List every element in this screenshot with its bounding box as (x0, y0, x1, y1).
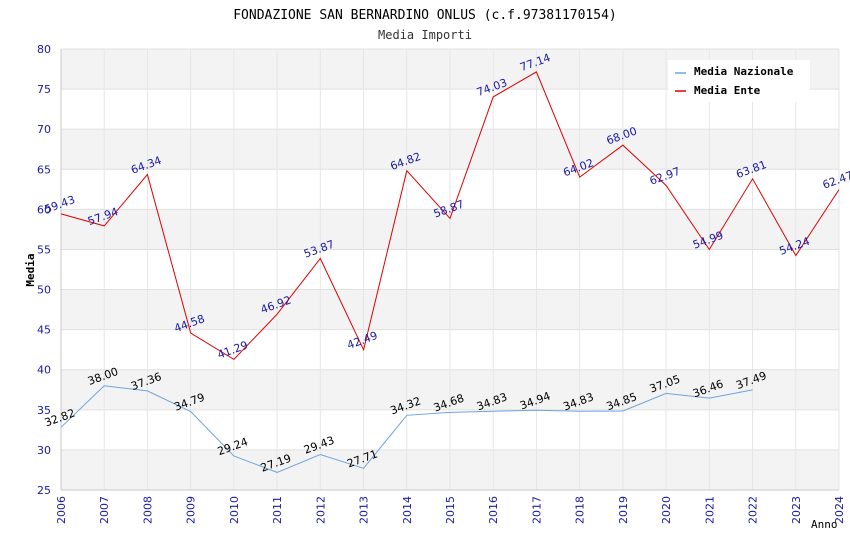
x-tick-label: 2011 (271, 496, 284, 524)
y-tick-label: 30 (37, 444, 51, 457)
x-tick-label: 2012 (314, 496, 327, 524)
series-line-media-nazionale (60, 385, 753, 473)
y-tick-label: 75 (37, 83, 51, 96)
legend: Media Nazionale Media Ente (668, 60, 810, 102)
y-tick-label: 35 (37, 404, 51, 417)
x-tick-label: 2010 (228, 496, 241, 524)
x-tick-label: 2006 (55, 496, 68, 524)
x-tick-label: 2021 (703, 496, 716, 524)
x-tick-label: 2024 (833, 496, 846, 524)
x-tick-label: 2015 (444, 496, 457, 524)
x-tick-label: 2020 (660, 496, 673, 524)
y-tick-label: 55 (37, 243, 51, 256)
x-tick-label: 2022 (747, 496, 760, 524)
x-tick-label: 2023 (790, 496, 803, 524)
x-axis-label: Anno (811, 518, 838, 531)
series-layer (60, 71, 840, 473)
legend-label-media-nazionale: Media Nazionale (694, 65, 794, 78)
x-tick-label: 2013 (358, 496, 371, 524)
y-axis-label: Media (24, 253, 37, 286)
x-tick-label: 2009 (185, 496, 198, 524)
x-tick-label: 2018 (574, 496, 587, 524)
x-tick-label: 2007 (98, 496, 111, 524)
x-tick-labels: 2006 2007 2008 2009 2010 2011 2012 2013 2014 2015… (55, 496, 846, 524)
x-tick-label: 2008 (141, 496, 154, 524)
y-tick-label: 50 (37, 284, 51, 297)
x-tick-label: 2016 (487, 496, 500, 524)
y-tick-label: 80 (37, 43, 51, 56)
y-tick-label: 25 (37, 484, 51, 497)
y-tick-label: 70 (37, 123, 51, 136)
x-tick-label: 2019 (617, 496, 630, 524)
legend-label-media-ente: Media Ente (694, 84, 761, 97)
axes (60, 49, 839, 491)
y-tick-label: 45 (37, 324, 51, 337)
x-tick-label: 2017 (530, 496, 543, 524)
legend-background (668, 60, 810, 102)
series-line-media-ente (60, 71, 840, 361)
chart-subtitle: Media Importi (378, 28, 472, 42)
y-tick-label: 65 (37, 163, 51, 176)
y-tick-label: 60 (37, 203, 51, 216)
y-tick-label: 40 (37, 364, 51, 377)
x-tick-label: 2014 (401, 496, 414, 524)
y-tick-labels: 25 30 35 40 45 50 55 60 65 70 75 80 (37, 43, 51, 497)
chart-title: FONDAZIONE SAN BERNARDINO ONLUS (c.f.973… (233, 8, 617, 23)
